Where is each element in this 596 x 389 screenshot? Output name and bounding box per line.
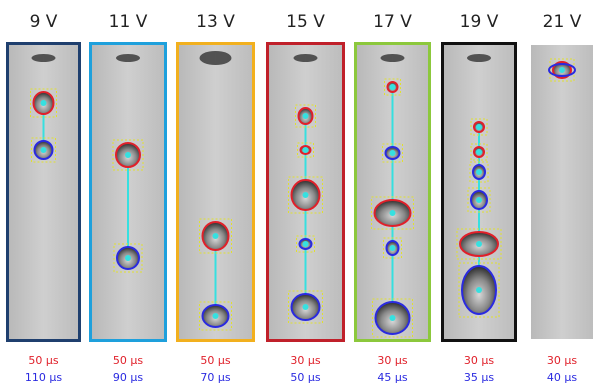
nozzle (116, 54, 140, 62)
centroid (213, 233, 219, 239)
droplet-image (531, 45, 593, 339)
blue-time: 110 μs (25, 371, 62, 384)
centroid (559, 67, 565, 73)
red-time: 30 μs (377, 354, 407, 367)
red-time: 50 μs (200, 354, 230, 367)
blue-time: 50 μs (290, 371, 320, 384)
voltage-label: 17 V (373, 12, 412, 32)
centroid (476, 169, 482, 175)
panel (8, 44, 80, 341)
panel (531, 45, 593, 339)
blue-time: 70 μs (200, 371, 230, 384)
centroid (303, 113, 309, 119)
panel (91, 44, 166, 341)
nozzle (32, 54, 56, 62)
centroid (476, 241, 482, 247)
nozzle (381, 54, 405, 62)
centroid (41, 100, 47, 106)
centroid (303, 241, 309, 247)
red-time: 30 μs (547, 354, 577, 367)
centroid (303, 304, 309, 310)
centroid (476, 287, 482, 293)
panel (178, 44, 254, 341)
voltage-label: 15 V (286, 12, 325, 32)
panel (268, 44, 344, 341)
centroid (390, 245, 396, 251)
voltage-label: 21 V (543, 12, 582, 32)
centroid (476, 197, 482, 203)
red-time: 50 μs (28, 354, 58, 367)
voltage-label: 19 V (460, 12, 499, 32)
voltage-label: 9 V (30, 12, 58, 32)
centroid (125, 255, 131, 261)
centroid (476, 149, 482, 155)
centroid (390, 210, 396, 216)
centroid (213, 313, 219, 319)
panel (356, 44, 430, 341)
red-time: 50 μs (113, 354, 143, 367)
centroid (390, 84, 396, 90)
centroid (476, 124, 482, 130)
blue-time: 40 μs (547, 371, 577, 384)
red-time: 30 μs (464, 354, 494, 367)
centroid (390, 150, 396, 156)
blue-time: 35 μs (464, 371, 494, 384)
red-time: 30 μs (290, 354, 320, 367)
blue-time: 90 μs (113, 371, 143, 384)
figure: 9 V 50 μs 110 μs 11 V 50 μs 90 μs 13 V 50 μs 70 … (0, 0, 596, 389)
centroid (125, 152, 131, 158)
voltage-label: 13 V (196, 12, 235, 32)
blue-time: 45 μs (377, 371, 407, 384)
nozzle (467, 54, 491, 62)
voltage-label: 11 V (109, 12, 148, 32)
centroid (41, 147, 47, 153)
nozzle (294, 54, 318, 62)
centroid (390, 315, 396, 321)
centroid (303, 147, 309, 153)
centroid (303, 192, 309, 198)
nozzle (200, 51, 232, 65)
panel (443, 44, 516, 341)
